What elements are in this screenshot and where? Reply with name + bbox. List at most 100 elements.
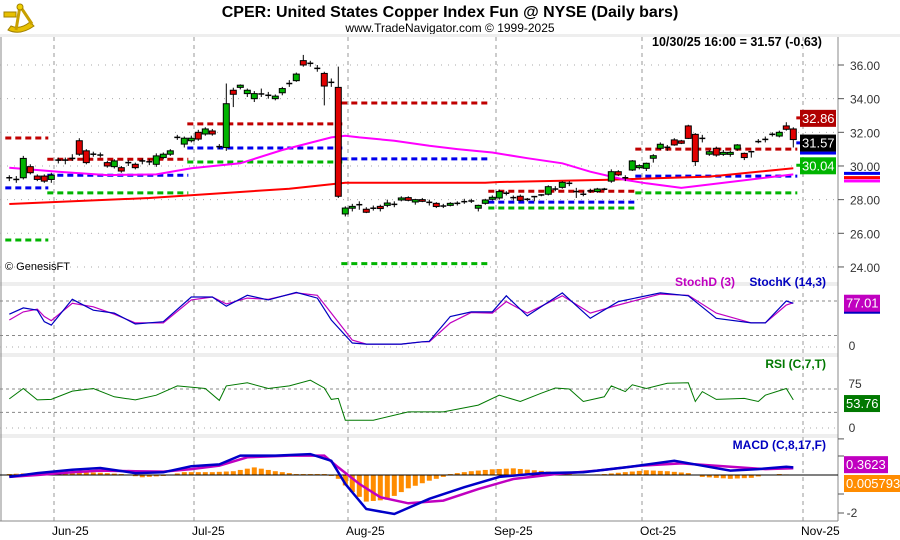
candle-down <box>376 205 384 210</box>
candle-up <box>495 191 503 199</box>
macd-histogram-bar <box>335 475 341 479</box>
candle-down <box>33 175 41 180</box>
candle-up <box>278 88 286 94</box>
macd-histogram-bar <box>69 472 75 475</box>
macd-histogram-bar <box>139 475 145 478</box>
pane-separator <box>0 353 838 357</box>
macd-histogram-bar <box>699 475 705 477</box>
candle-up <box>180 137 188 145</box>
stoch-value-label-bg <box>844 294 880 312</box>
last-price-label: 31.57 <box>802 136 835 151</box>
rsi-value-label-bg <box>844 395 880 413</box>
chart-title: CPER: United States Copper Index Fun @ N… <box>222 4 679 21</box>
macd-histogram-bar <box>342 475 348 486</box>
y-tick-label: 26.00 <box>850 227 880 241</box>
candle-up <box>705 151 713 155</box>
macd-histogram-bar <box>188 472 194 475</box>
candle-down <box>789 128 797 141</box>
y-tick-label: 30.00 <box>850 160 880 174</box>
candle-up <box>19 157 27 179</box>
candle-up <box>243 89 251 95</box>
macd-histogram-bar <box>230 471 236 475</box>
candle-up <box>558 181 566 188</box>
macd-histogram-bar <box>615 472 621 475</box>
candle-down <box>614 171 622 176</box>
y-tick-label: 28.00 <box>850 194 880 208</box>
candle-down <box>670 139 678 146</box>
macd-histogram-bar <box>657 470 663 475</box>
candle-down <box>691 133 699 163</box>
macd-histogram-bar <box>489 469 495 475</box>
last-price-label-bg <box>800 134 836 152</box>
candle-up <box>110 160 118 168</box>
macd-histogram-bar <box>650 470 656 475</box>
sextant-logo-icon <box>3 3 35 33</box>
macd-histogram-bar <box>468 471 474 475</box>
long-moving-average-line <box>9 167 794 205</box>
candle-down <box>334 86 342 197</box>
histogram-value-label-bg <box>844 475 900 492</box>
short-moving-average-line <box>9 134 794 189</box>
macd-histogram-bar <box>223 471 229 475</box>
macd-histogram-bar <box>244 468 250 475</box>
candle-up <box>152 155 160 165</box>
macd-histogram-bar <box>356 475 362 497</box>
candle-up <box>292 73 300 82</box>
macd-histogram-bar <box>132 475 138 477</box>
candle-down <box>299 60 307 66</box>
macd-histogram-bar <box>279 472 285 475</box>
candle-up <box>481 199 489 204</box>
candle-up <box>348 205 356 209</box>
copyright-text: © GenesisFT <box>5 261 70 273</box>
x-tick-label: Nov-25 <box>801 524 840 538</box>
candle-up <box>222 103 230 148</box>
candle-up <box>397 197 405 201</box>
candle-up <box>446 202 454 206</box>
resistance-value-label: 32.86 <box>802 111 835 126</box>
candle-up <box>411 199 419 203</box>
candle-up <box>271 95 279 100</box>
stoch-line <box>8 292 794 345</box>
x-tick-label: Jun-25 <box>52 524 89 538</box>
candle-up <box>726 151 734 155</box>
rsi-value-label: 53.76 <box>846 396 879 411</box>
macd-histogram-bar <box>258 468 264 475</box>
x-tick-label: Aug-25 <box>346 524 385 538</box>
candle-up <box>628 160 636 171</box>
macd-histogram-bar <box>377 475 383 501</box>
macd-histogram-bar <box>426 475 432 481</box>
stoch-line <box>9 291 794 345</box>
macd-histogram-bar <box>643 470 649 475</box>
y-tick-label: 34.00 <box>850 93 880 107</box>
macd-histogram-bar <box>419 475 425 484</box>
chart-subtitle: www.TradeNavigator.com © 1999-2025 <box>344 21 554 35</box>
legend-stochd: StochD (3) <box>675 275 735 289</box>
macd-histogram-bar <box>503 468 509 475</box>
macd-histogram-bar <box>412 475 418 486</box>
pivot-marker <box>844 171 880 175</box>
candle-down <box>194 131 202 140</box>
macd-histogram-bar <box>153 475 159 477</box>
candle-up <box>159 153 167 159</box>
candle-up <box>250 93 258 100</box>
macd-histogram-bar <box>202 472 208 475</box>
candle-down <box>516 195 524 201</box>
macd-histogram-bar <box>398 475 404 493</box>
macd-histogram-bar <box>720 475 726 479</box>
macd-histogram-bar <box>349 475 355 493</box>
macd-histogram-bar <box>391 475 397 496</box>
candle-down <box>26 166 34 174</box>
macd-histogram-bar <box>608 473 614 475</box>
candle-down <box>103 162 111 167</box>
macd-histogram-bar <box>272 471 278 475</box>
candle-up <box>383 202 391 206</box>
macd-histogram-bar <box>748 475 754 478</box>
macd-histogram-bar <box>216 471 222 475</box>
macd-histogram-bar <box>440 475 446 477</box>
macd-histogram-bar <box>76 472 82 475</box>
candle-up <box>201 128 209 135</box>
candle-up <box>733 144 741 150</box>
rsi-line <box>9 379 794 421</box>
candle-down <box>677 140 685 144</box>
